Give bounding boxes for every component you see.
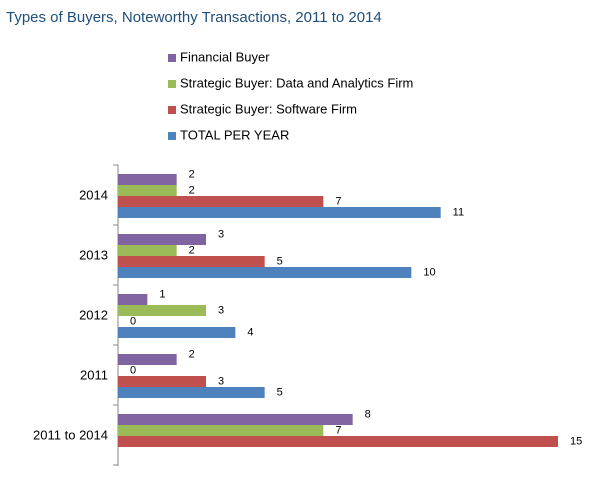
legend-label: TOTAL PER YEAR <box>180 127 289 142</box>
y-tick-label: 2012 <box>79 307 108 322</box>
bar <box>118 185 177 196</box>
bar <box>118 234 206 245</box>
data-label: 1 <box>159 288 165 300</box>
data-label: 0 <box>130 364 136 376</box>
data-label: 2 <box>189 184 195 196</box>
data-label: 4 <box>247 326 253 338</box>
bar <box>118 414 353 425</box>
bar <box>118 376 206 387</box>
data-label: 10 <box>423 266 435 278</box>
bar <box>118 327 236 338</box>
data-label: 11 <box>453 206 464 218</box>
data-label: 0 <box>130 315 136 327</box>
bar <box>118 196 324 207</box>
bar <box>118 207 441 218</box>
legend-label: Financial Buyer <box>180 49 270 64</box>
data-label: 8 <box>365 408 371 420</box>
data-label: 2 <box>189 244 195 256</box>
bar <box>118 267 412 278</box>
data-label: 2 <box>189 168 195 180</box>
data-label: 7 <box>335 424 341 436</box>
y-tick-label: 2014 <box>79 187 108 202</box>
bar <box>118 387 265 398</box>
y-tick-label: 2013 <box>79 247 108 262</box>
data-label: 5 <box>277 386 283 398</box>
legend-label: Strategic Buyer: Data and Analytics Firm <box>180 75 413 90</box>
chart-title: Types of Buyers, Noteworthy Transactions… <box>6 9 382 26</box>
legend-swatch <box>168 54 176 62</box>
bar <box>118 294 148 305</box>
data-label: 15 <box>570 435 582 447</box>
bar <box>118 256 265 267</box>
legend-label: Strategic Buyer: Software Firm <box>180 101 357 116</box>
legend-swatch <box>168 132 176 140</box>
bar <box>118 174 177 185</box>
legend-swatch <box>168 106 176 114</box>
bar <box>118 436 558 447</box>
data-label: 3 <box>218 375 224 387</box>
bar <box>118 245 177 256</box>
data-label: 2 <box>189 348 195 360</box>
data-label: 7 <box>335 195 341 207</box>
data-label: 3 <box>218 304 224 316</box>
data-label: 3 <box>218 228 224 240</box>
y-tick-label: 2011 to 2014 <box>33 427 108 442</box>
y-tick-label: 2011 <box>80 367 108 382</box>
legend-swatch <box>168 80 176 88</box>
bar <box>118 425 324 436</box>
data-label: 5 <box>277 255 283 267</box>
bar <box>118 305 206 316</box>
bar <box>118 354 177 365</box>
